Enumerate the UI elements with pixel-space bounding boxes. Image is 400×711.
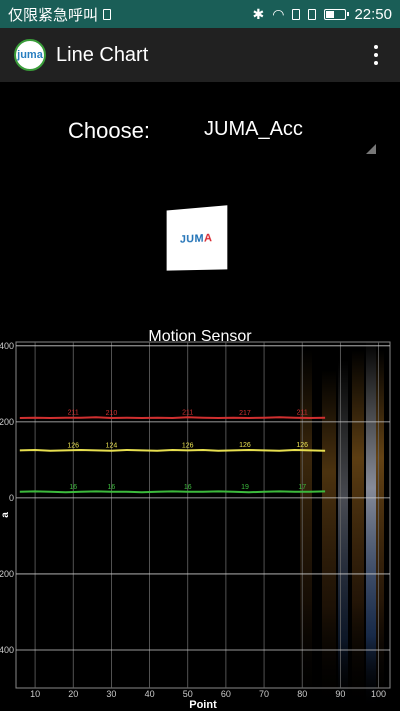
chart-axes: 10 20 30 40 50 60 70 80 90 100 400 200 0 -200 -400 [0,341,386,699]
chart-grid [15,341,391,689]
data-label: 126 [67,442,79,449]
x-tick-label: 10 [30,689,40,699]
x-tick-label: 60 [221,689,231,699]
plot-frame [15,341,391,689]
data-label: 16 [69,484,77,491]
chart-data-labels: 211 210 211 217 211 126 124 126 126 126 16 16 16 19 17 [67,409,308,491]
status-time: 22:50 [354,5,392,23]
data-label: 126 [239,442,251,449]
data-label: 16 [108,484,116,491]
series-line-1 [19,416,326,420]
y-tick-label: -200 [0,569,14,579]
status-left: 仅限紧急呼叫 [8,4,112,25]
app-bar: juma Line Chart [0,28,400,82]
y-tick-label: -400 [0,645,14,655]
data-label: 16 [184,484,192,491]
data-label: 211 [68,410,79,417]
dropdown-arrow-icon [366,144,376,154]
x-tick-label: 30 [106,689,116,699]
chart-glow-artifacts [300,340,384,710]
sensor-dropdown-value: JUMA_Acc [204,118,303,140]
data-label: 211 [182,409,193,416]
x-tick-label: 90 [335,689,345,699]
data-label: 126 [296,442,308,449]
series-line-3 [19,490,326,494]
wifi-icon: ◠ [272,5,285,22]
app-title: Line Chart [56,43,149,66]
data-label: 217 [239,410,251,417]
data-label: 124 [106,443,118,450]
sim-slot-2-icon [308,8,317,20]
x-tick-label: 80 [297,689,307,699]
sim-card-icon [103,8,112,20]
chart-series [19,416,326,494]
data-label: 19 [241,484,249,491]
y-axis-label: a [0,512,11,518]
data-label: 126 [182,442,194,449]
y-tick-label: 400 [0,341,14,351]
app-logo-text: juma [17,49,43,61]
x-tick-label: 50 [183,689,193,699]
x-axis-label: Point [189,699,217,711]
card-logo: JUMA [180,232,213,246]
chart-title: Motion Sensor [148,328,252,345]
sim-slot-1-icon [292,8,301,20]
x-tick-label: 40 [145,689,155,699]
sensor-dropdown[interactable]: JUMA_Acc [186,112,378,156]
device-orientation-card: JUMA [166,205,228,271]
y-tick-label: 0 [9,493,14,503]
bluetooth-icon: ✱ [252,5,265,22]
x-tick-label: 20 [68,689,78,699]
status-right: ✱ ◠ 22:50 [253,6,393,23]
overflow-menu-icon[interactable] [366,45,386,65]
data-label: 211 [297,410,308,417]
battery-icon [324,8,350,20]
chooser-label: Choose: [68,118,150,143]
carrier-text: 仅限紧急呼叫 [8,6,99,24]
x-tick-label: 100 [371,689,386,699]
app-logo: juma [14,39,46,71]
y-tick-label: 200 [0,417,14,427]
series-line-2 [19,448,326,452]
data-label: 17 [298,484,306,491]
data-label: 210 [106,410,118,417]
status-bar: 仅限紧急呼叫 ✱ ◠ 22:50 [0,0,400,28]
x-tick-label: 70 [259,689,269,699]
motion-sensor-chart[interactable]: 10 20 30 40 50 60 70 80 90 100 400 200 0 -200 -400 211… [0,330,400,711]
